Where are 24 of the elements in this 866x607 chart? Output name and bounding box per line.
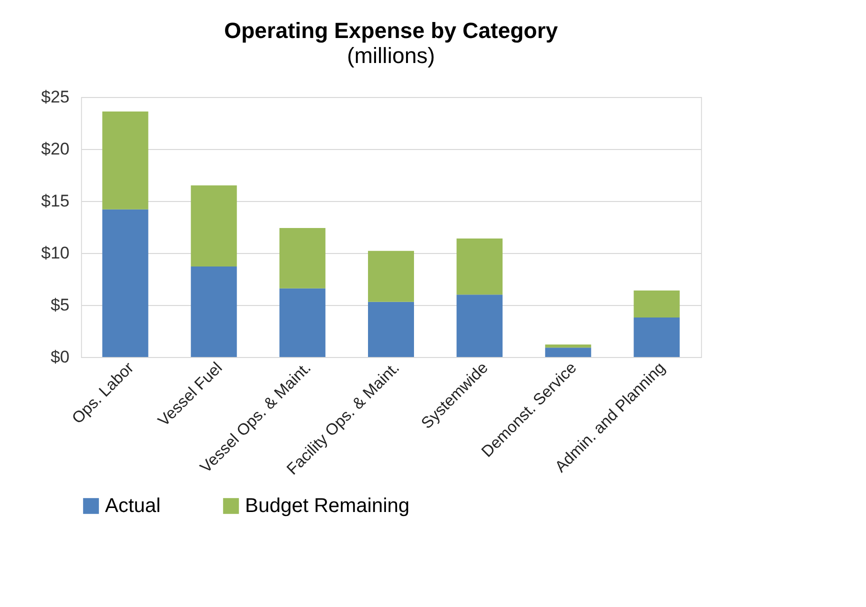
bar bbox=[545, 344, 592, 348]
bar bbox=[634, 290, 680, 318]
bar bbox=[279, 288, 326, 357]
bar bbox=[368, 302, 414, 357]
bar bbox=[279, 228, 326, 288]
y-tick-label: $20 bbox=[41, 140, 70, 158]
bar bbox=[456, 238, 503, 295]
bar bbox=[102, 209, 148, 357]
chart-subtitle: (millions) bbox=[347, 43, 435, 68]
bar bbox=[190, 185, 237, 267]
y-tick-label: $10 bbox=[41, 244, 70, 262]
bar bbox=[456, 294, 503, 357]
bar bbox=[545, 348, 592, 357]
bar bbox=[368, 250, 414, 302]
y-tick-label: $0 bbox=[50, 348, 70, 366]
bar bbox=[634, 317, 680, 357]
y-tick-label: $5 bbox=[50, 296, 70, 314]
chart-title: Operating Expense by Category bbox=[224, 18, 559, 43]
bar bbox=[190, 266, 237, 357]
bar bbox=[102, 112, 148, 210]
y-tick-label: $15 bbox=[41, 192, 70, 210]
legend-label: Actual bbox=[105, 495, 161, 517]
y-tick-label: $25 bbox=[41, 88, 70, 106]
legend-label: Budget Remaining bbox=[245, 495, 410, 517]
